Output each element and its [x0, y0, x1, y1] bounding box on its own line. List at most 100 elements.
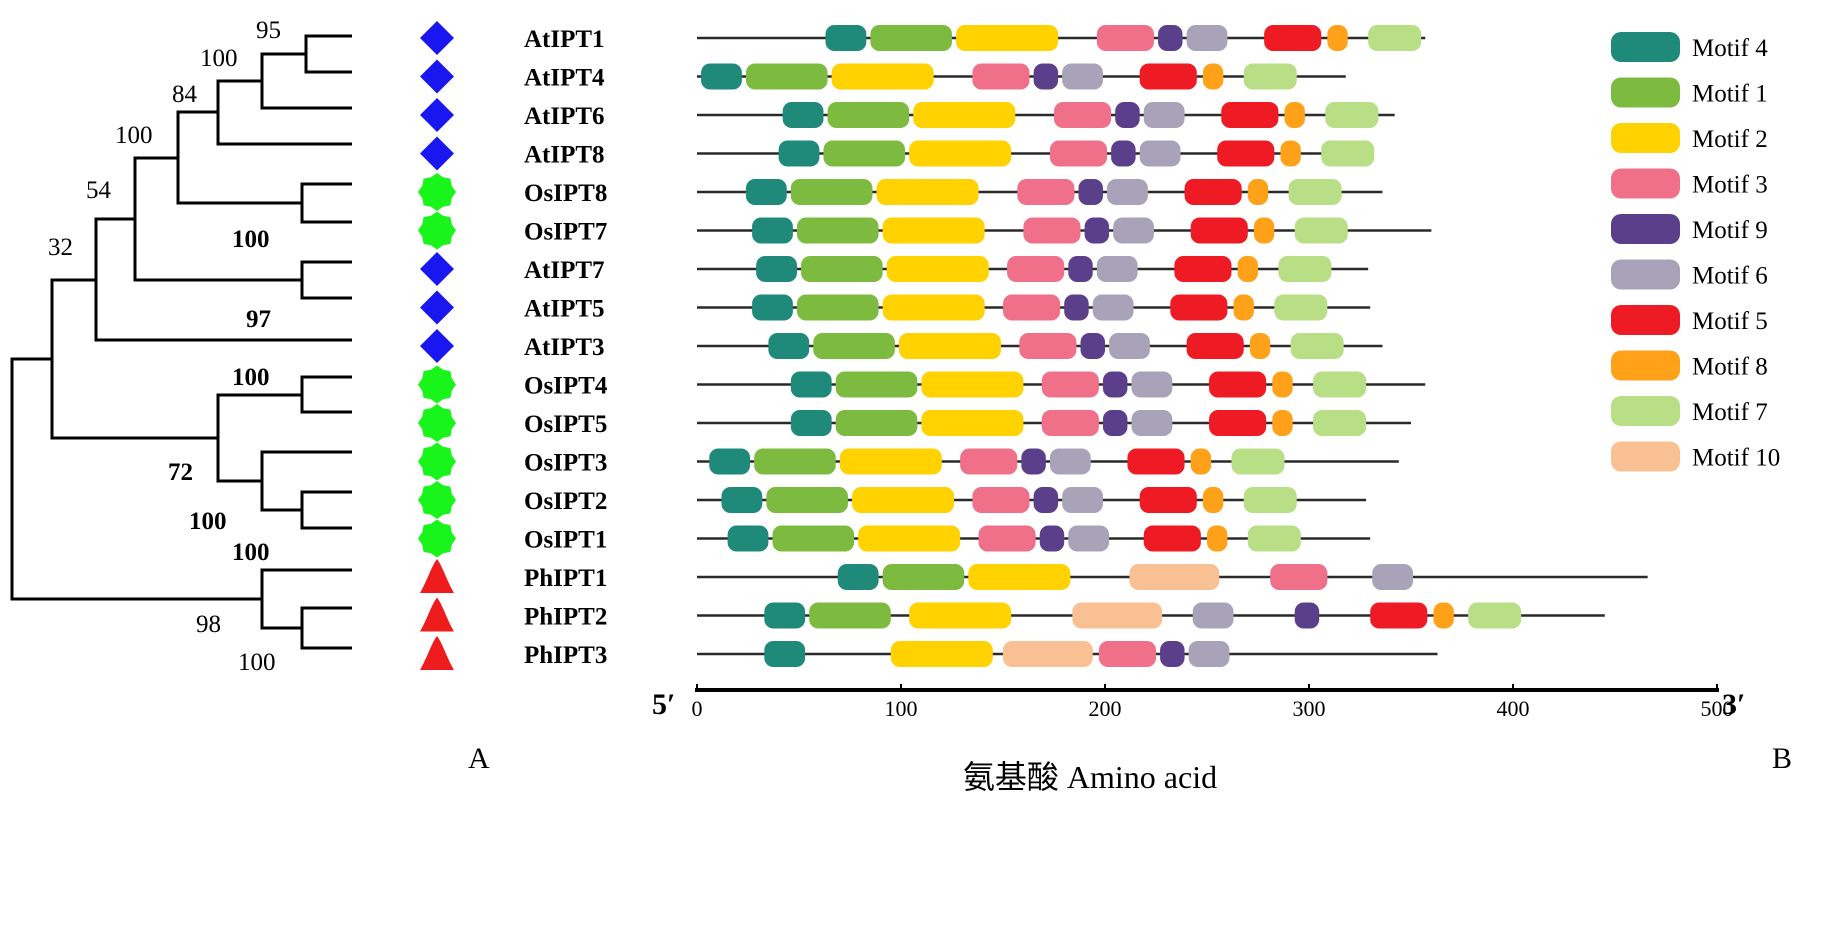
motif-7-box [1325, 102, 1379, 128]
rice-blob-icon [418, 173, 456, 211]
motif-8-box [1190, 448, 1212, 475]
motif-4-box [752, 217, 793, 244]
motif-8-box [1249, 333, 1271, 359]
legend-label: Motif 2 [1692, 126, 1768, 153]
branch-atipt1-atipt4 [304, 34, 352, 74]
motif-4-box [764, 641, 806, 667]
motif-3-box [1098, 641, 1156, 667]
motif-4-box [709, 448, 751, 475]
motif-9-box [1033, 487, 1059, 513]
motif-5-box [1139, 63, 1197, 90]
motif-7-box [1274, 294, 1328, 321]
gene-name: OsIPT2 [524, 488, 607, 515]
motif-5-box [1209, 410, 1267, 436]
motif-5-box [1221, 102, 1279, 128]
rice-blob-icon [418, 365, 456, 404]
motif-5-box [1127, 448, 1185, 475]
gene-name: OsIPT3 [524, 450, 607, 477]
bootstrap-value: 100 [238, 649, 276, 676]
motif-1-box [835, 371, 918, 398]
branch-main-group [50, 278, 218, 440]
axis-ticks: 0 100 200 300 400 500 [692, 684, 1734, 721]
motif-8-box [1253, 217, 1275, 244]
motif-2-box [839, 448, 942, 475]
motif-5-box [1139, 487, 1197, 513]
motif-6-box [1372, 564, 1414, 590]
motif-3-box [1019, 333, 1077, 359]
motif-3-box [1023, 217, 1081, 244]
motif-1-box [796, 294, 879, 321]
motif-4-box [756, 256, 797, 282]
rice-blob-icon [418, 404, 456, 442]
axis-label: 氨基酸 Amino acid [963, 759, 1217, 795]
rice-blob-icon [418, 481, 456, 519]
axis-5prime-label: 5′ [652, 688, 675, 721]
legend-swatch [1611, 396, 1680, 426]
motif-8-box [1237, 256, 1258, 282]
gene-name: OsIPT7 [524, 219, 607, 246]
motif-1-box [790, 179, 873, 205]
motif-legend: Motif 4 Motif 1 Motif 2 Motif 3 Motif 9 Motif… [1611, 32, 1780, 472]
motif-4-box [768, 333, 810, 359]
motif-8-box [1433, 602, 1454, 629]
motif-1-box [801, 256, 883, 282]
motif-6-box [1186, 25, 1228, 51]
motif-4-box [764, 602, 806, 629]
motif-3-box [1017, 179, 1075, 205]
motif-4-box [721, 487, 763, 513]
bootstrap-value: 84 [172, 81, 198, 108]
legend-label: Motif 10 [1692, 445, 1780, 472]
axis-tick-label: 500 [1701, 696, 1734, 721]
motif-9-box [1158, 25, 1183, 51]
branch-clade-atipt7-5 [133, 156, 302, 282]
motif-2-box [831, 63, 934, 90]
motif-1-box [754, 448, 836, 475]
gene-name: AtIPT8 [524, 142, 605, 169]
motif-8-box [1202, 487, 1224, 513]
gene-name: OsIPT5 [524, 411, 607, 438]
motif-4-box [701, 63, 742, 90]
motif-6-box [1109, 333, 1150, 359]
motif-2-box [909, 140, 1012, 167]
gene-name: PhIPT3 [524, 642, 607, 669]
legend-swatch [1611, 32, 1680, 62]
ph-triangle-icon [420, 636, 454, 670]
motif-1-box [870, 25, 952, 51]
motif-2-box [876, 179, 979, 205]
motif-9-box [1068, 256, 1093, 282]
gene-names: AtIPT1 AtIPT4 AtIPT6 AtIPT8 OsIPT8 OsIPT7 AtIP… [524, 26, 608, 669]
arabidopsis-diamond-icon [420, 329, 454, 363]
arabidopsis-diamond-icon [420, 252, 454, 286]
motif-6-box [1188, 641, 1230, 667]
motif-6-box [1131, 371, 1173, 398]
motif-7-box [1278, 256, 1332, 282]
motif-5-box [1217, 140, 1275, 167]
bootstrap-value: 100 [232, 226, 270, 253]
motif-7-box [1288, 179, 1342, 205]
motif-7-box [1243, 487, 1297, 513]
arabidopsis-diamond-icon [420, 59, 454, 94]
legend-label: Motif 5 [1692, 308, 1768, 335]
motif-1-box [766, 487, 848, 513]
motif-7-box [1321, 140, 1375, 167]
gene-name: OsIPT8 [524, 180, 607, 207]
axis-tick-label: 200 [1089, 696, 1122, 721]
motif-3-box [960, 448, 1018, 475]
motif-5-box [1184, 179, 1242, 205]
motif-3-box [1096, 25, 1154, 51]
motif-7-box [1313, 410, 1367, 436]
legend-label: Motif 4 [1692, 35, 1768, 62]
motif-9-box [1021, 448, 1046, 475]
motif-3-box [978, 525, 1036, 552]
branch-osipt4-osipt5 [300, 375, 352, 414]
motif-5-box [1209, 371, 1267, 398]
motif-6-box [1096, 256, 1138, 282]
axis-3prime-label: 3′ [1722, 688, 1745, 721]
motif-5-box [1143, 525, 1201, 552]
motif-4-box [790, 410, 832, 436]
motif-3-box [972, 63, 1030, 90]
legend-swatch [1611, 123, 1680, 153]
ph-triangle-icon [420, 559, 454, 593]
motif-10-box [1072, 602, 1163, 629]
